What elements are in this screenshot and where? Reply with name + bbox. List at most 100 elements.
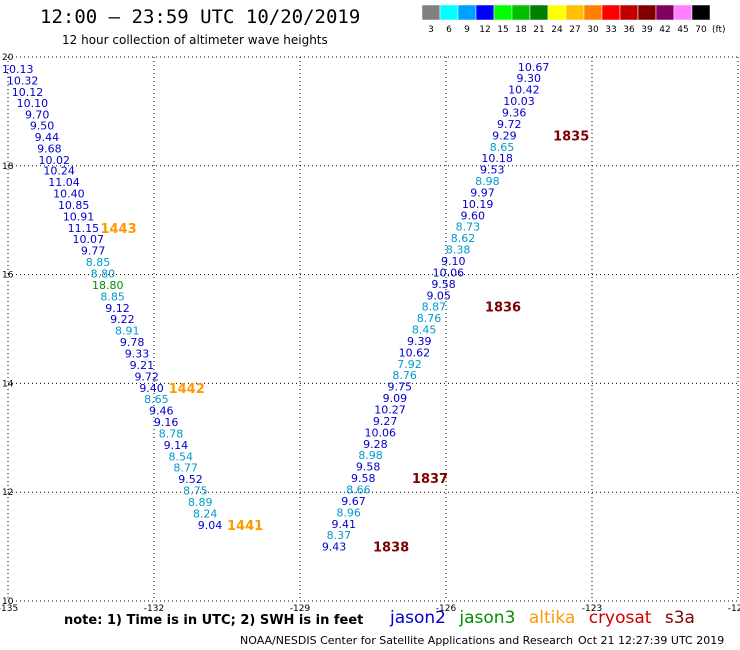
wave-height-value: 10.12: [12, 86, 44, 99]
x-tick-label: -132: [144, 604, 164, 614]
wave-height-value: 10.13: [2, 63, 34, 76]
wave-height-value: 10.19: [462, 198, 494, 211]
wave-height-value: 9.78: [120, 336, 145, 349]
wave-height-value: 10.06: [365, 426, 397, 439]
source-jason3: jason3: [459, 608, 516, 628]
legend-bin-label: 21: [533, 25, 544, 35]
x-tick-label: -135: [0, 604, 18, 614]
wave-height-value: 9.12: [105, 302, 130, 315]
legend-swatch: [583, 4, 603, 21]
wave-height-value: 9.30: [516, 72, 541, 85]
wave-height-value: 8.38: [446, 244, 471, 257]
legend-bin-label: 18: [515, 25, 527, 35]
wave-height-value: 9.46: [149, 405, 174, 418]
source-s3a: s3a: [664, 608, 695, 628]
legend-bin-label: 45: [677, 25, 688, 35]
y-tick-label: 18: [2, 162, 14, 172]
legend-bin-label: 70: [695, 25, 707, 35]
legend-swatch: [691, 4, 711, 21]
wave-height-value: 9.75: [388, 381, 413, 394]
wave-height-value: 10.07: [73, 233, 105, 246]
wave-height-value: 10.32: [7, 74, 39, 87]
legend-swatch: [493, 4, 513, 21]
wave-height-value: 8.54: [169, 450, 194, 463]
wave-height-value: 10.06: [433, 266, 465, 279]
chart-subtitle: 12 hour collection of altimeter wave hei…: [62, 33, 328, 47]
wave-height-value: 9.29: [492, 129, 517, 142]
wave-height-value: 8.89: [188, 496, 213, 509]
wave-height-value: 11.15: [68, 222, 100, 235]
wave-height-value: 9.04: [198, 519, 223, 532]
wave-height-value: 11.04: [48, 176, 80, 189]
wave-height-value: 9.67: [341, 495, 366, 508]
wave-height-value: 9.22: [110, 313, 135, 326]
wave-height-value: 9.36: [502, 106, 527, 119]
wave-height-value: 9.43: [322, 541, 347, 554]
legend-bin-label: 12: [479, 25, 490, 35]
wave-height-value: 9.05: [426, 289, 451, 302]
source-jason2: jason2: [390, 608, 446, 628]
x-tick-label: -123: [582, 604, 602, 614]
wave-height-value: 9.40: [139, 382, 164, 395]
wave-height-value: 8.77: [173, 462, 198, 475]
wave-height-value: 10.02: [38, 154, 70, 167]
wave-height-value: 8.85: [86, 256, 111, 269]
legend-swatch: [673, 4, 693, 21]
legend-swatch: [439, 4, 459, 21]
wave-height-value: 10.27: [374, 404, 406, 417]
time-label: 1838: [373, 541, 409, 556]
time-label: 1442: [169, 382, 205, 397]
wave-height-value: 8.98: [358, 449, 383, 462]
wave-height-value: 9.72: [134, 370, 159, 383]
wave-height-value: 8.76: [392, 369, 417, 382]
legend-unit-label: (ft): [712, 25, 726, 35]
wave-height-value: 9.16: [154, 416, 179, 429]
wave-height-value: 9.10: [441, 255, 466, 268]
legend-bin-label: 9: [464, 25, 470, 35]
wave-height-value: 8.62: [451, 232, 476, 245]
y-tick-label: 12: [2, 488, 13, 498]
wave-height-value: 9.33: [125, 347, 150, 360]
wave-height-value: 8.75: [183, 485, 208, 498]
time-label: 1836: [485, 301, 521, 316]
wave-height-value: 8.87: [422, 301, 447, 314]
wave-height-value: 8.45: [412, 324, 437, 337]
color-legend: 3 6 9 12 15 18 21 24 27 30 33 36 39 42 45 70 (ft): [421, 4, 726, 35]
wave-height-value: 8.76: [417, 312, 442, 325]
wave-height-value: 8.66: [346, 483, 371, 496]
wave-height-value: 8.98: [475, 175, 500, 188]
footer-agency: NOAA/NESDIS Center for Satellite Applica…: [240, 634, 574, 647]
legend-swatch: [655, 4, 675, 21]
wave-height-value: 10.62: [399, 346, 431, 359]
time-labels: 1443 1442 1441 1835 1836 1837 1838: [100, 129, 589, 555]
wave-height-value: 9.72: [497, 118, 522, 131]
data-points: 10.1310.3210.1210.109.709.509.449.6810.0…: [2, 61, 549, 554]
legend-bin-label: 33: [605, 25, 616, 35]
legend-swatch: [565, 4, 585, 21]
chart-axes: -135 -132 -129 -126 -123 -120 10 12 14 16 18 20: [0, 53, 740, 614]
wave-height-value: 9.97: [470, 186, 495, 199]
legend-swatch: [511, 4, 531, 21]
wave-height-value: 9.70: [25, 109, 50, 122]
legend-swatch: [619, 4, 639, 21]
y-tick-label: 16: [2, 271, 14, 281]
wave-height-value: 9.41: [332, 518, 357, 531]
chart-title: 12:00 – 23:59 UTC 10/20/2019: [40, 6, 361, 28]
source-altika: altika: [528, 608, 576, 628]
wave-height-value: 7.92: [397, 358, 422, 371]
wave-height-value: 10.40: [53, 188, 85, 201]
wave-height-value: 9.14: [164, 439, 189, 452]
legend-bin-label: 27: [569, 25, 580, 35]
wave-height-value: 9.50: [30, 120, 55, 133]
wave-height-value: 9.28: [363, 438, 388, 451]
legend-swatch: [637, 4, 657, 21]
wave-height-value: 10.67: [518, 61, 550, 74]
wave-height-value: 9.21: [130, 359, 155, 372]
footer-generated: Oct 21 12:27:39 UTC 2019: [578, 634, 725, 647]
time-label: 1835: [553, 129, 589, 144]
legend-bin-label: 15: [497, 25, 508, 35]
legend-bin-label: 30: [587, 25, 599, 35]
wave-height-value: 10.03: [503, 95, 535, 108]
legend-swatch: [457, 4, 477, 21]
